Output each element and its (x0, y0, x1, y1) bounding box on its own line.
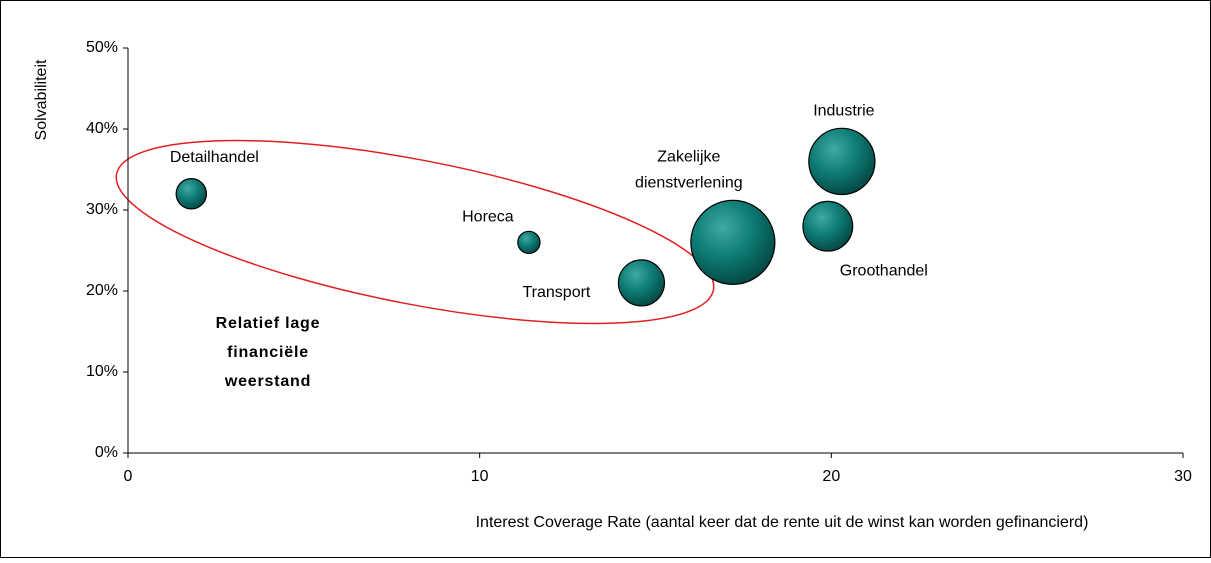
y-tick-label: 10% (86, 363, 118, 380)
x-tick-label: 20 (822, 468, 840, 485)
data-label: Groothandel (840, 262, 928, 279)
data-label: Detailhandel (170, 149, 259, 166)
y-tick-label: 40% (86, 120, 118, 137)
x-axis-label: Interest Coverage Rate (aantal keer dat … (476, 514, 1089, 531)
y-tick-label: 30% (86, 201, 118, 218)
y-tick-label: 20% (86, 282, 118, 299)
bubble (802, 200, 854, 252)
highlight-ellipse (115, 139, 715, 325)
y-tick-label: 0% (95, 444, 118, 461)
bubble (175, 178, 208, 210)
data-label: Industrie (813, 103, 874, 120)
annotation: weerstand (224, 373, 311, 390)
bubble (617, 259, 666, 307)
bubble (517, 230, 541, 255)
data-label: Horeca (462, 209, 514, 226)
bubble (690, 199, 776, 285)
annotation: financiële (227, 344, 309, 361)
x-tick-label: 0 (124, 468, 133, 485)
x-tick-label: 10 (471, 468, 489, 485)
bubble (808, 127, 876, 196)
data-label: Zakelijke (657, 149, 720, 166)
x-tick-label: 30 (1174, 468, 1192, 485)
y-axis-label: Solvabiliteit (33, 59, 50, 140)
data-label: Transport (522, 284, 590, 301)
y-tick-label: 50% (86, 39, 118, 56)
data-label: dienstverlening (635, 175, 743, 192)
annotation: Relatief lage (216, 315, 321, 332)
